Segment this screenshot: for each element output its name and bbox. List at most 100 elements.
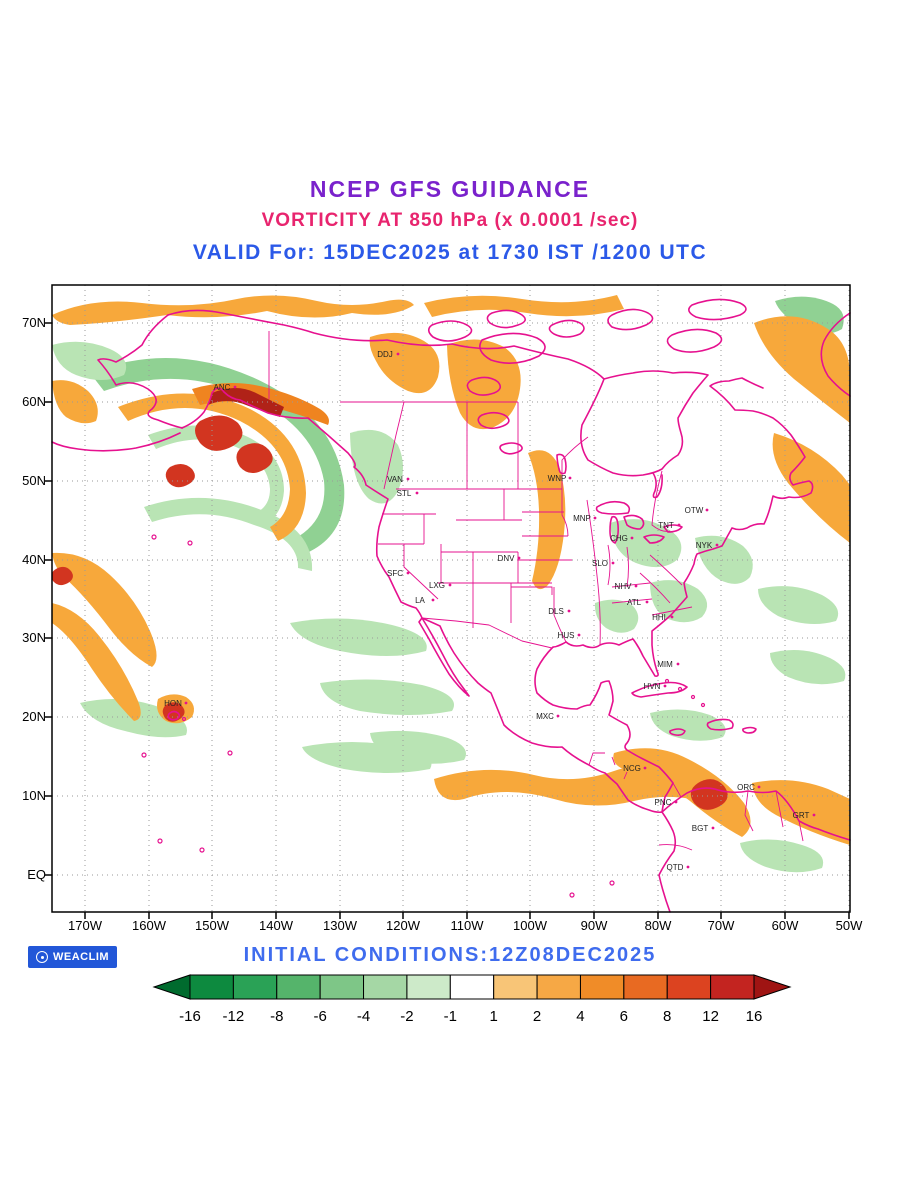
coastline-path (607, 308, 654, 331)
coastline-path (418, 617, 470, 697)
coastline-path (141, 752, 147, 758)
lat-tick-label: 50N (22, 473, 46, 488)
colorbar-tick-label: -4 (356, 1008, 371, 1025)
station-label-la: LA (415, 596, 425, 605)
station-marker-mnp (593, 516, 597, 520)
lon-tick-label: 170W (68, 918, 102, 933)
station-marker-la (431, 598, 435, 602)
colorbar-segment (710, 974, 755, 1000)
lon-tick-label: 70W (707, 918, 735, 933)
colorbar-tick-label: 2 (532, 1008, 542, 1025)
vorticity-shade-blob (369, 332, 440, 394)
station-label-nhv: NHV (615, 582, 633, 591)
vorticity-shading-layer (51, 295, 850, 873)
border-path (651, 606, 693, 616)
coastline-path (157, 838, 163, 844)
colorbar-segment (449, 974, 495, 1000)
border-path (403, 544, 439, 600)
lon-tick-label: 110W (450, 918, 484, 933)
colorbar-segment (493, 974, 538, 1000)
coastline-path (690, 694, 696, 700)
coastline-path (167, 710, 181, 721)
border-path (588, 752, 605, 766)
colorbar-tick-label: 12 (702, 1008, 719, 1025)
colorbar-tick-label: 4 (576, 1008, 585, 1025)
coastline-path (548, 319, 585, 338)
colorbar-arrow-right (753, 974, 792, 1000)
border-path (611, 756, 616, 766)
station-label-ncg: NCG (623, 764, 641, 773)
border-path (383, 401, 405, 490)
station-label-sfc: SFC (387, 569, 403, 578)
colorbar-segment (406, 974, 451, 1000)
vorticity-shade-blob (52, 380, 98, 424)
lon-tick-label: 80W (644, 918, 672, 933)
coastline-path (643, 534, 665, 544)
border-path (775, 790, 784, 828)
station-label-slo: SLO (592, 559, 608, 568)
coastline-path (742, 726, 757, 734)
border-path (623, 771, 628, 780)
coastline-path (569, 892, 575, 898)
coastline-path (666, 328, 723, 353)
lat-tick-label: 20N (22, 709, 46, 724)
coastline-path (199, 847, 205, 853)
station-label-hvn: HVN (644, 682, 661, 691)
coastline-path (820, 312, 851, 397)
vorticity-shade-blob (290, 618, 427, 656)
border-path (586, 499, 601, 646)
lat-tick-label: EQ (27, 867, 46, 882)
vorticity-shade-blob (752, 780, 850, 845)
vorticity-shade-blob (195, 415, 243, 451)
station-marker-dls (567, 609, 571, 613)
vorticity-shade-blob (320, 679, 454, 715)
coastline-path (623, 514, 645, 530)
vorticity-shade-blob (754, 316, 850, 423)
coastline-path (51, 432, 181, 452)
station-marker-hhi (670, 615, 674, 619)
colorbar-segment (319, 974, 365, 1000)
border-path (511, 586, 553, 595)
station-marker-otw (705, 508, 709, 512)
colorbar-segment (232, 974, 278, 1000)
border-path (649, 554, 683, 586)
colorbar-canvas (152, 974, 792, 1000)
station-label-otw: OTW (685, 506, 704, 515)
station-label-layer: ANC DDJ VAN STL WNP MNP OTW TNT CHG NYK DNV SLO SFC L… (164, 350, 816, 872)
station-marker-anc (233, 385, 237, 389)
station-marker-mxc (556, 714, 560, 718)
station-label-grt: GRT (793, 811, 810, 820)
vorticity-shade-blob (118, 393, 306, 541)
station-marker-mim (676, 662, 680, 666)
coastline-path (609, 515, 619, 544)
border-path (639, 572, 671, 604)
colorbar-segment (189, 974, 234, 1000)
lat-tick-label: 40N (22, 552, 46, 567)
station-label-stl: STL (397, 489, 412, 498)
station-label-mim: MIM (657, 660, 673, 669)
station-marker-nyk (715, 543, 719, 547)
vorticity-shade-blob (52, 552, 157, 667)
vorticity-shade-blob (52, 603, 141, 721)
station-label-qtd: QTD (667, 863, 684, 872)
vorticity-shade-blob (52, 341, 127, 380)
coastline-path (187, 540, 193, 546)
border-path (611, 582, 651, 588)
vorticity-shade-blob (350, 429, 403, 504)
lon-tick-label: 130W (323, 918, 357, 933)
coastline-path (181, 716, 187, 722)
colorbar-tick-label: -16 (179, 1008, 201, 1025)
coastline-path (167, 309, 605, 380)
station-label-chg: CHG (610, 534, 628, 543)
lon-tick-label: 140W (259, 918, 293, 933)
border-path (798, 820, 804, 842)
station-marker-orc (757, 785, 761, 789)
station-label-lxg: LXG (429, 581, 445, 590)
station-label-orc: ORC (737, 783, 755, 792)
vorticity-shade-blob (51, 566, 73, 586)
colorbar-tick-label: 1 (489, 1008, 498, 1025)
border-path (561, 436, 589, 489)
station-label-bgt: BGT (692, 824, 709, 833)
station-marker-ncg (643, 766, 647, 770)
lat-tick-label: 60N (22, 394, 46, 409)
